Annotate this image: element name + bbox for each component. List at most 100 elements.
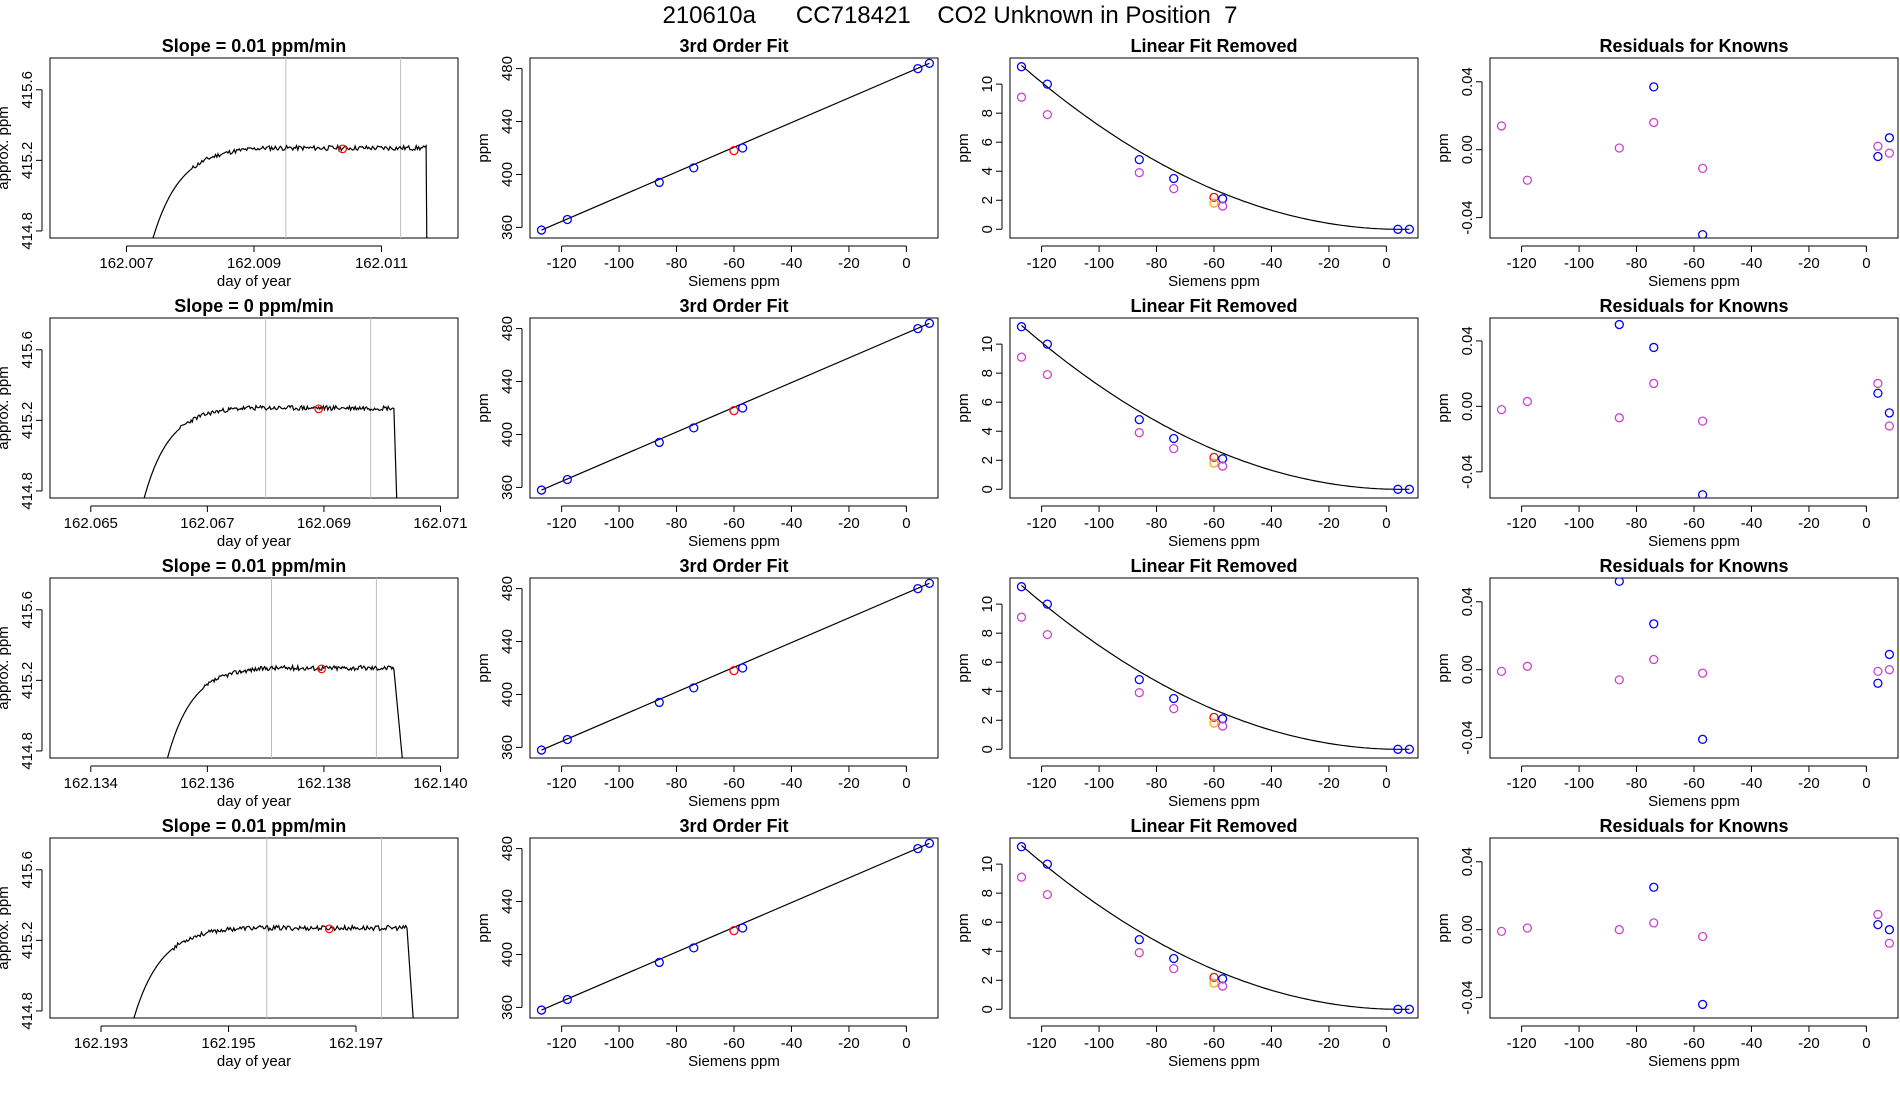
data-point — [1169, 963, 1179, 974]
x-tick-label: -20 — [838, 775, 860, 792]
fit-curve — [1021, 64, 1410, 230]
x-tick-label: -120 — [1507, 515, 1537, 532]
data-point — [1209, 718, 1219, 728]
plot-frame — [529, 837, 939, 1019]
x-tick-label: 0 — [902, 255, 910, 272]
mean-marker — [314, 404, 324, 414]
data-point — [1884, 665, 1895, 675]
x-tick-label: -40 — [1741, 1035, 1763, 1052]
data-point — [1042, 889, 1053, 900]
data-point — [1393, 1004, 1403, 1014]
x-tick-label: -120 — [547, 775, 577, 792]
data-point — [1016, 612, 1027, 622]
y-tick-label: 0 — [979, 745, 996, 753]
data-point — [913, 583, 923, 594]
data-layer — [166, 578, 403, 758]
y-tick-label: 360 — [499, 735, 516, 760]
y-tick-label: -0.04 — [1459, 201, 1476, 235]
data-layer — [1496, 578, 1895, 744]
plot-frame — [1009, 317, 1419, 499]
y-tick-label: 10 — [979, 596, 996, 613]
y-tick-label: 480 — [499, 56, 516, 81]
panel-r0-c3: Residuals for Knowns -120 -100 -80 -60 -40 -20… — [1435, 36, 1899, 290]
x-tick-label: -20 — [1798, 775, 1820, 792]
y-tick-label: 0.00 — [1459, 392, 1476, 421]
x-tick-label: 0 — [902, 775, 910, 792]
data-point — [1649, 918, 1659, 928]
y-tick-label: 400 — [499, 942, 516, 967]
plot-frame — [1489, 577, 1899, 759]
y-tick-label: 6 — [979, 658, 996, 666]
data-point — [1209, 712, 1219, 723]
data-point — [729, 405, 739, 416]
data-point — [1873, 678, 1883, 688]
y-axis-label: ppm — [955, 133, 972, 162]
y-tick-label: 0.00 — [1459, 135, 1476, 164]
x-tick-label: -80 — [1626, 775, 1648, 792]
data-point — [1884, 649, 1895, 660]
data-point — [536, 225, 547, 235]
x-tick-label: -120 — [547, 1035, 577, 1052]
data-point — [689, 423, 699, 433]
panel-r2-c1: 3rd Order Fit -120 -100 -80 -60 -40 -20 0 Siemen… — [475, 556, 939, 810]
data-point — [562, 994, 573, 1005]
x-tick-label: -80 — [1146, 255, 1168, 272]
data-point — [562, 474, 573, 485]
data-point — [1649, 342, 1659, 353]
data-point — [1016, 92, 1027, 102]
data-point — [1884, 925, 1895, 935]
data-point — [737, 143, 748, 153]
y-tick-label: 400 — [499, 422, 516, 447]
plot-frame — [49, 57, 459, 239]
x-tick-label: -40 — [781, 775, 803, 792]
ppm-trace — [166, 663, 403, 758]
y-axis-label: ppm — [475, 133, 492, 162]
data-point — [689, 683, 699, 693]
x-tick-label: -20 — [838, 255, 860, 272]
x-axis-label: Siemens ppm — [688, 273, 780, 290]
x-tick-label: -120 — [1027, 515, 1057, 532]
data-point — [1042, 79, 1053, 89]
data-layer — [536, 838, 935, 1015]
panel-r1-c3: Residuals for Knowns -120 -100 -80 -60 -40 -20… — [1435, 296, 1899, 550]
data-point — [1649, 882, 1659, 892]
data-point — [1042, 369, 1053, 380]
x-tick-label: -80 — [1146, 1035, 1168, 1052]
y-tick-label: 415.2 — [19, 402, 36, 440]
x-tick-label: -100 — [1564, 515, 1594, 532]
data-point — [1697, 999, 1708, 1010]
data-point — [1496, 666, 1507, 677]
data-point — [1016, 872, 1027, 882]
x-tick-label: -120 — [1507, 775, 1537, 792]
y-tick-label: 0.04 — [1459, 587, 1476, 616]
data-point — [1697, 734, 1708, 744]
panel-r1-c1: 3rd Order Fit -120 -100 -80 -60 -40 -20 0 Siemen… — [475, 296, 939, 550]
y-tick-label: 6 — [979, 138, 996, 146]
x-tick-label: 162.065 — [64, 515, 118, 532]
x-tick-label: -60 — [1203, 775, 1225, 792]
x-tick-label: -60 — [1683, 255, 1705, 272]
y-tick-label: 6 — [979, 398, 996, 406]
panel-r3-c1: 3rd Order Fit -120 -100 -80 -60 -40 -20 0 Siemen… — [475, 816, 939, 1070]
ppm-trace — [133, 923, 414, 1018]
data-point — [1209, 978, 1219, 988]
data-point — [1649, 378, 1659, 389]
panel-title: 3rd Order Fit — [679, 296, 788, 316]
x-tick-label: 162.136 — [180, 775, 234, 792]
x-tick-label: -100 — [604, 515, 634, 532]
data-point — [1496, 404, 1507, 415]
data-point — [1169, 953, 1179, 964]
x-tick-label: 162.197 — [329, 1035, 383, 1052]
y-tick-label: 10 — [979, 336, 996, 353]
y-tick-label: 414.8 — [19, 212, 36, 250]
data-point — [1522, 396, 1533, 407]
panel-r3-c2: Linear Fit Removed -120 -100 -80 -60 -40 -20 0 S… — [955, 816, 1419, 1070]
data-point — [1873, 141, 1883, 151]
x-tick-label: -60 — [723, 255, 745, 272]
panel-title: 3rd Order Fit — [679, 816, 788, 836]
x-tick-label: 0 — [902, 515, 910, 532]
data-point — [1614, 578, 1624, 587]
data-point — [689, 163, 699, 173]
panel-r1-c0: Slope = 0 ppm/min 162.065 162.067 162.069 16… — [0, 296, 468, 550]
